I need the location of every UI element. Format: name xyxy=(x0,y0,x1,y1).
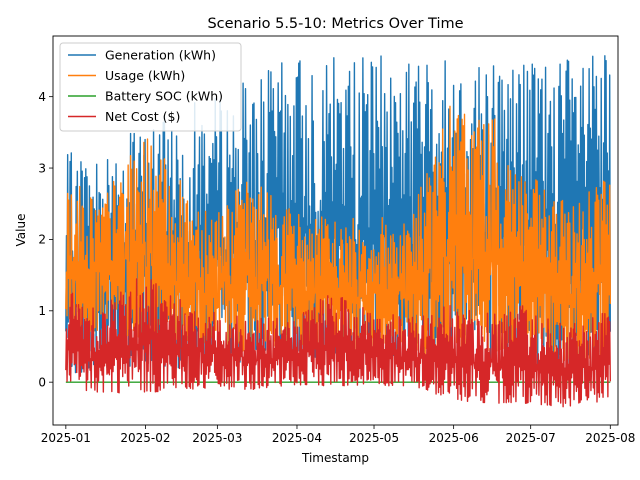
y-axis-title: Value xyxy=(14,214,28,247)
y-tick-label: 3 xyxy=(38,161,46,175)
legend-box xyxy=(59,42,242,132)
x-tick-label: 2025-05 xyxy=(349,431,399,445)
legend-label: Generation (kWh) xyxy=(105,48,216,63)
y-tick-label: 4 xyxy=(38,90,46,104)
legend-label: Usage (kWh) xyxy=(105,68,185,83)
y-tick-label: 0 xyxy=(38,375,46,389)
y-tick-label: 2 xyxy=(38,233,46,247)
x-tick-label: 2025-07 xyxy=(506,431,556,445)
x-axis-title: Timestamp xyxy=(301,451,369,465)
axes-frame xyxy=(52,35,619,426)
x-tick-label: 2025-03 xyxy=(192,431,242,445)
x-tick-label: 2025-08 xyxy=(585,431,635,445)
y-tick-label: 1 xyxy=(38,304,46,318)
legend-label: Battery SOC (kWh) xyxy=(105,89,223,104)
x-axis: 2025-01 2025-02 2025-03 2025-04 2025-05 2025-… xyxy=(41,425,635,445)
legend: Generation (kWh) Usage (kWh) Battery SOC (… xyxy=(59,42,242,132)
x-tick-label: 2025-06 xyxy=(429,431,479,445)
x-tick-label: 2025-02 xyxy=(120,431,170,445)
plot-area xyxy=(65,55,611,408)
legend-label: Net Cost ($) xyxy=(105,109,180,124)
y-axis: 0 1 2 3 4 xyxy=(38,90,53,389)
series-line-3 xyxy=(65,278,611,408)
x-tick-label: 2025-04 xyxy=(272,431,322,445)
x-tick-label: 2025-01 xyxy=(41,431,91,445)
chart-title: Scenario 5.5-10: Metrics Over Time xyxy=(207,16,463,32)
